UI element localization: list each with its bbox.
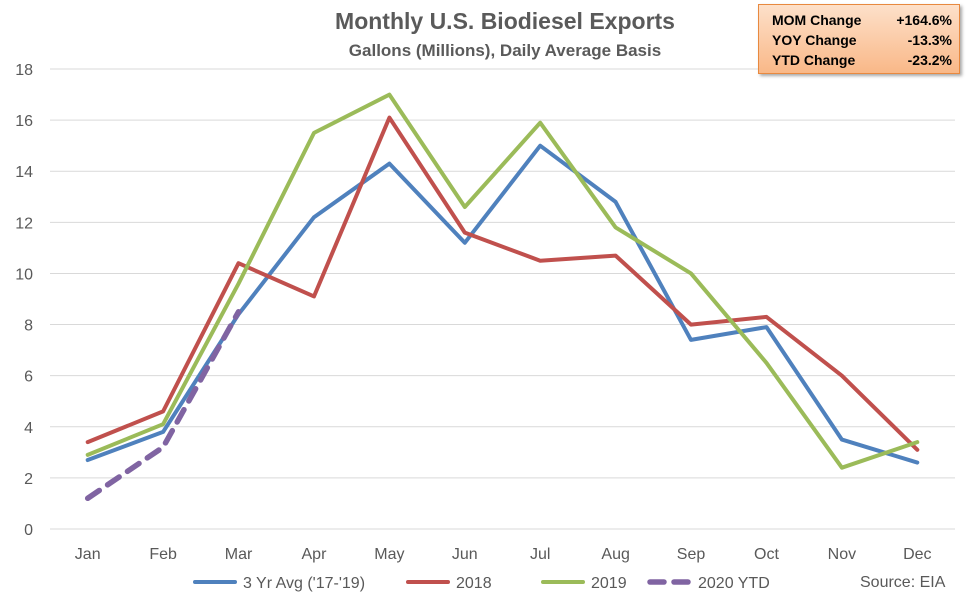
- stat-label: YTD Change: [772, 52, 856, 68]
- stat-row-mom: MOM Change +164.6%: [772, 10, 952, 30]
- y-tick-label: 12: [15, 215, 33, 232]
- x-tick-label: Nov: [828, 546, 856, 563]
- y-tick-label: 18: [15, 62, 33, 79]
- source-note: Source: EIA: [860, 574, 946, 591]
- stat-value: +164.6%: [896, 12, 952, 28]
- y-tick-label: 2: [24, 471, 33, 488]
- x-tick-label: May: [374, 546, 404, 563]
- y-tick-label: 8: [24, 318, 33, 335]
- stat-value: -23.2%: [907, 52, 952, 68]
- stat-row-yoy: YOY Change -13.3%: [772, 30, 952, 50]
- legend-label: 3 Yr Avg ('17-'19): [243, 575, 365, 592]
- series-line: [85, 143, 920, 465]
- chart-title: Monthly U.S. Biodiesel Exports: [335, 8, 675, 34]
- legend-label: 2020 YTD: [698, 575, 770, 592]
- x-tick-label: Jul: [530, 546, 550, 563]
- y-tick-label: 10: [15, 266, 33, 283]
- legend-label: 2018: [456, 575, 492, 592]
- series-line: [85, 115, 920, 452]
- x-tick-label: Dec: [903, 546, 931, 563]
- x-tick-label: Jan: [75, 546, 101, 563]
- x-tick-label: Mar: [225, 546, 253, 563]
- x-tick-label: Aug: [601, 546, 629, 563]
- stat-label: MOM Change: [772, 12, 862, 28]
- x-tick-label: Oct: [754, 546, 779, 563]
- x-tick-label: Jun: [452, 546, 478, 563]
- y-tick-label: 0: [24, 522, 33, 539]
- series-line: [85, 92, 920, 470]
- series-line: [84, 309, 242, 502]
- y-tick-label: 4: [24, 420, 33, 437]
- x-tick-label: Apr: [302, 546, 328, 563]
- legend-label: 2019: [591, 575, 627, 592]
- stat-label: YOY Change: [772, 32, 857, 48]
- y-tick-label: 14: [15, 164, 33, 181]
- y-tick-label: 16: [15, 113, 33, 130]
- x-tick-label: Sep: [677, 546, 706, 563]
- stat-row-ytd: YTD Change -23.2%: [772, 50, 952, 70]
- y-tick-label: 6: [24, 369, 33, 386]
- x-tick-label: Feb: [149, 546, 177, 563]
- change-stats-box: MOM Change +164.6% YOY Change -13.3% YTD…: [758, 4, 960, 74]
- chart-subtitle: Gallons (Millions), Daily Average Basis: [348, 41, 662, 60]
- stat-value: -13.3%: [907, 32, 952, 48]
